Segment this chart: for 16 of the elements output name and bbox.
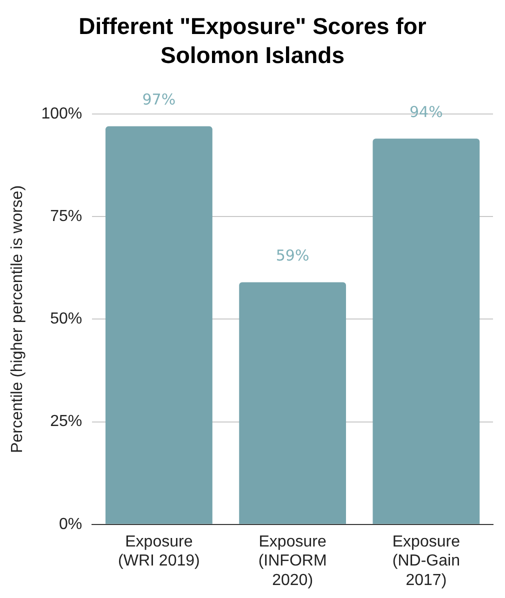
x-tick-label: Exposure (INFORM 2020) bbox=[258, 533, 327, 589]
y-tick-label: 50% bbox=[50, 310, 82, 328]
x-tick-label: Exposure (WRI 2019) bbox=[118, 533, 200, 570]
bar bbox=[105, 126, 212, 524]
bar bbox=[372, 138, 480, 524]
x-tick-label: Exposure (ND-Gain 2017) bbox=[392, 533, 460, 589]
y-tick-label: 75% bbox=[50, 208, 82, 226]
bar bbox=[239, 282, 346, 524]
y-axis-title: Percentile (higher percentile is worse) bbox=[9, 185, 26, 454]
y-tick-label: 100% bbox=[41, 105, 82, 122]
y-tick-label: 25% bbox=[50, 413, 82, 430]
data-label: 97% bbox=[142, 90, 176, 109]
data-label: 59% bbox=[276, 246, 310, 265]
chart-title: Different "Exposure" Scores for Solomon Islands bbox=[78, 12, 428, 70]
data-label: 94% bbox=[410, 103, 443, 122]
y-tick-label: 0% bbox=[58, 516, 82, 533]
